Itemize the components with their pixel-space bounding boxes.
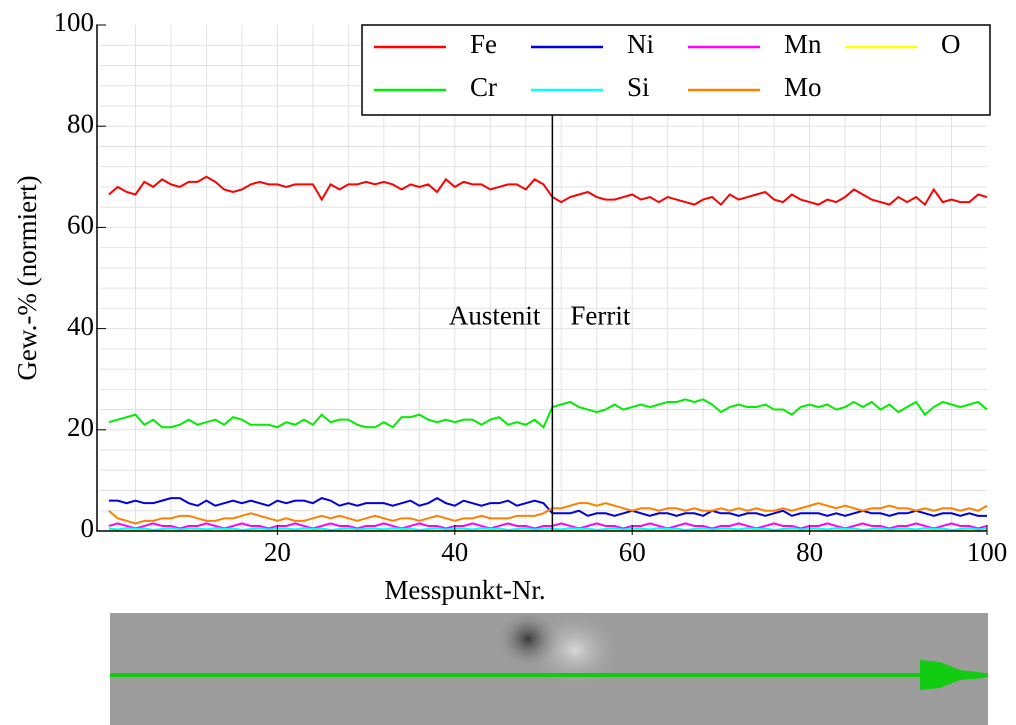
y-tick-label: 20: [67, 412, 94, 442]
y-tick-label: 40: [67, 311, 94, 341]
annotation: Austenit: [449, 301, 541, 331]
annotation: Ferrit: [570, 301, 630, 331]
y-tick-label: 80: [67, 108, 94, 138]
series-line: [108, 526, 988, 531]
series-line: [108, 398, 988, 429]
series-line: [108, 502, 988, 525]
x-tick-label: 80: [796, 537, 823, 567]
axes: 0 20 40 60 80 100 20 40 60 80 100 Austenit Ferrit Fe N…: [54, 7, 1008, 567]
micrograph-spot: [496, 615, 560, 675]
y-tick-label: 60: [67, 210, 94, 240]
y-axis-label: Gew.-% (normiert): [12, 175, 42, 380]
series-line: [108, 528, 988, 532]
legend-label: O: [941, 29, 961, 59]
legend-box: [361, 24, 991, 116]
legend-label: Ni: [627, 29, 654, 59]
legend-label: Cr: [470, 72, 497, 102]
x-tick-label: 40: [441, 537, 468, 567]
x-tick-label: 100: [967, 537, 1008, 567]
legend-label: Mn: [784, 29, 822, 59]
y-tick-label: 100: [54, 7, 95, 37]
series-line: [108, 522, 988, 530]
x-tick-label: 20: [264, 537, 291, 567]
x-axis-label: Messpunkt-Nr.: [384, 575, 545, 605]
legend-label: Si: [627, 72, 650, 102]
legend-label: Mo: [784, 72, 822, 102]
legend-label: Fe: [470, 29, 497, 59]
series-line: [108, 496, 987, 517]
micrograph: [110, 612, 988, 725]
y-tick-label: 0: [81, 513, 95, 543]
plot-lines: [108, 175, 988, 532]
scan-marker: [920, 660, 985, 690]
series-line: [108, 175, 988, 207]
x-tick-label: 60: [619, 537, 646, 567]
